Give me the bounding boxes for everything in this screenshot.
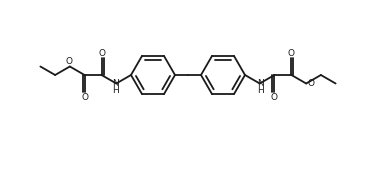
Text: H: H <box>257 86 264 95</box>
Text: O: O <box>65 57 72 66</box>
Text: O: O <box>271 92 278 102</box>
Text: O: O <box>81 92 88 102</box>
Text: N: N <box>112 79 119 88</box>
Text: O: O <box>308 79 315 88</box>
Text: N: N <box>257 79 264 88</box>
Text: O: O <box>288 48 295 58</box>
Text: O: O <box>98 48 105 58</box>
Text: H: H <box>112 86 119 95</box>
